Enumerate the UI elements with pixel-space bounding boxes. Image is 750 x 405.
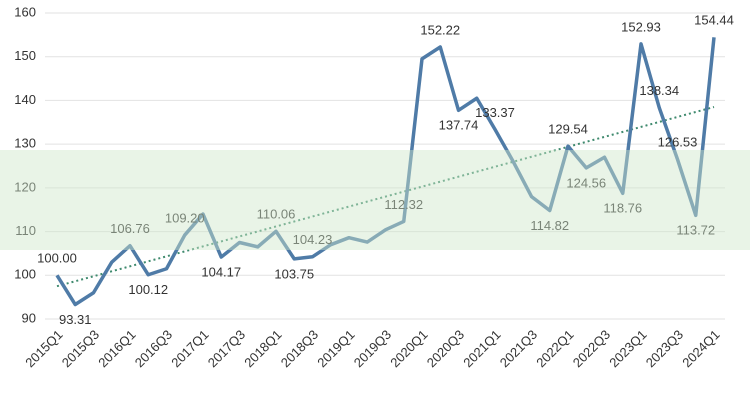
data-label: 133.37 bbox=[475, 105, 515, 120]
data-label: 103.75 bbox=[274, 266, 314, 281]
data-label: 113.72 bbox=[676, 223, 715, 238]
trendline bbox=[56, 106, 715, 288]
data-label: 118.76 bbox=[603, 201, 642, 216]
y-tick-label: 110 bbox=[15, 223, 36, 238]
data-label: 152.93 bbox=[621, 19, 661, 34]
data-label: 126.53 bbox=[658, 135, 698, 150]
y-tick-label: 140 bbox=[14, 92, 36, 107]
data-line bbox=[55, 37, 716, 307]
data-label: 93.31 bbox=[59, 312, 92, 327]
data-label: 104.17 bbox=[201, 264, 241, 279]
overlay-band bbox=[0, 150, 750, 250]
data-label: 114.82 bbox=[530, 218, 569, 233]
data-label: 104.23 bbox=[293, 232, 333, 247]
data-label: 100.12 bbox=[128, 282, 168, 297]
data-label: 124.56 bbox=[566, 175, 606, 190]
y-tick-label: 90 bbox=[22, 310, 36, 325]
data-label: 112.32 bbox=[384, 197, 423, 212]
data-label: 100.00 bbox=[37, 251, 77, 266]
data-label: 154.44 bbox=[694, 13, 734, 28]
data-label: 110.06 bbox=[257, 207, 296, 222]
data-label: 138.34 bbox=[639, 83, 679, 98]
y-tick-label: 120 bbox=[14, 179, 36, 194]
data-label: 152.22 bbox=[420, 22, 460, 37]
y-tick-label: 130 bbox=[14, 136, 36, 151]
data-label: 129.54 bbox=[548, 122, 588, 137]
data-label: 106.76 bbox=[110, 221, 150, 236]
y-tick-label: 150 bbox=[14, 48, 36, 63]
data-label: 137.74 bbox=[439, 118, 479, 133]
y-tick-label: 100 bbox=[14, 267, 36, 282]
data-label: 109.20 bbox=[165, 211, 205, 226]
y-tick-label: 160 bbox=[14, 4, 36, 19]
